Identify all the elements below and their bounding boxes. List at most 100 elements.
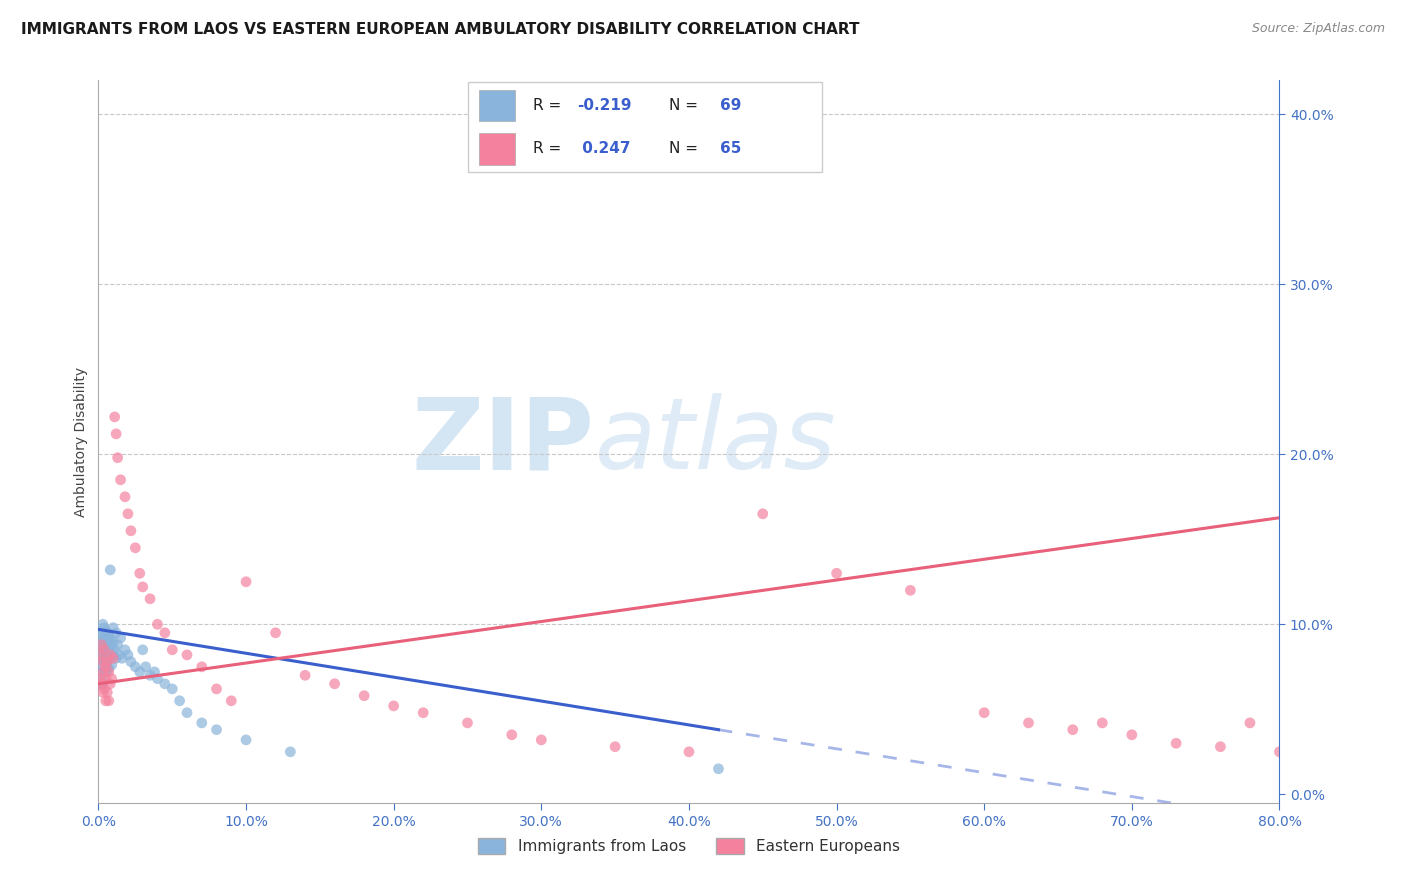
Point — [825, 566, 848, 581]
Point — [176, 706, 198, 720]
Point — [107, 638, 129, 652]
Point — [91, 625, 114, 640]
Point — [139, 591, 162, 606]
Point — [89, 651, 111, 665]
Point — [90, 660, 112, 674]
Point — [98, 631, 121, 645]
Point — [91, 665, 114, 679]
Point — [94, 665, 117, 679]
Point — [103, 648, 125, 662]
Point — [93, 621, 115, 635]
Point — [1268, 745, 1291, 759]
Point — [96, 625, 118, 640]
Point — [91, 665, 114, 679]
Point — [93, 642, 115, 657]
Point — [96, 648, 118, 662]
Point — [191, 715, 214, 730]
Point — [96, 685, 118, 699]
Point — [132, 642, 155, 657]
Point — [1018, 715, 1040, 730]
Point — [117, 648, 139, 662]
Point — [1091, 715, 1114, 730]
Point — [205, 723, 228, 737]
Point — [678, 745, 700, 759]
Text: 65: 65 — [720, 141, 741, 156]
Point — [707, 762, 730, 776]
Point — [353, 689, 375, 703]
Point — [103, 651, 125, 665]
Point — [103, 621, 125, 635]
Point — [221, 694, 243, 708]
Point — [153, 625, 176, 640]
Legend: Immigrants from Laos, Eastern Europeans: Immigrants from Laos, Eastern Europeans — [471, 832, 907, 860]
Point — [100, 638, 122, 652]
Point — [162, 642, 183, 657]
Point — [94, 644, 117, 658]
Point — [501, 728, 523, 742]
Point — [91, 642, 114, 657]
Point — [457, 715, 479, 730]
Point — [89, 672, 111, 686]
Point — [146, 617, 169, 632]
Point — [191, 660, 214, 674]
Point — [114, 642, 136, 657]
Point — [98, 648, 121, 662]
Text: N =: N = — [669, 98, 703, 113]
Point — [105, 625, 128, 640]
Point — [93, 681, 115, 696]
Point — [530, 732, 553, 747]
Point — [135, 660, 157, 674]
Point — [91, 677, 114, 691]
Point — [900, 583, 922, 598]
Point — [91, 685, 114, 699]
Point — [96, 655, 118, 669]
Text: R =: R = — [533, 98, 567, 113]
Point — [93, 631, 115, 645]
Point — [100, 648, 122, 662]
Point — [91, 655, 114, 669]
Point — [97, 631, 120, 645]
Point — [1121, 728, 1143, 742]
Point — [96, 660, 118, 674]
Text: ZIP: ZIP — [412, 393, 595, 490]
Point — [104, 642, 127, 657]
Point — [91, 617, 114, 632]
Point — [973, 706, 995, 720]
Point — [93, 642, 115, 657]
Point — [132, 580, 155, 594]
Point — [382, 698, 405, 713]
Point — [1357, 711, 1379, 725]
Point — [153, 677, 176, 691]
Point — [323, 677, 346, 691]
Point — [98, 677, 121, 691]
Point — [107, 450, 129, 465]
Point — [280, 745, 302, 759]
Point — [108, 648, 131, 662]
Text: atlas: atlas — [595, 393, 837, 490]
Point — [124, 541, 146, 555]
Point — [1062, 723, 1084, 737]
Point — [294, 668, 316, 682]
Point — [94, 634, 117, 648]
Point — [176, 648, 198, 662]
Point — [143, 665, 166, 679]
Point — [104, 409, 127, 424]
Point — [103, 634, 125, 648]
Point — [264, 625, 287, 640]
Text: 0.247: 0.247 — [578, 141, 631, 156]
Point — [94, 694, 117, 708]
FancyBboxPatch shape — [468, 82, 823, 172]
Text: R =: R = — [533, 141, 567, 156]
Text: IMMIGRANTS FROM LAOS VS EASTERN EUROPEAN AMBULATORY DISABILITY CORRELATION CHART: IMMIGRANTS FROM LAOS VS EASTERN EUROPEAN… — [21, 22, 859, 37]
Point — [90, 648, 112, 662]
Point — [110, 473, 132, 487]
Point — [110, 631, 132, 645]
Point — [97, 651, 120, 665]
Text: Source: ZipAtlas.com: Source: ZipAtlas.com — [1251, 22, 1385, 36]
Point — [1209, 739, 1232, 754]
Point — [91, 634, 114, 648]
Point — [114, 490, 136, 504]
Point — [98, 642, 121, 657]
Point — [94, 672, 117, 686]
Text: 69: 69 — [720, 98, 741, 113]
